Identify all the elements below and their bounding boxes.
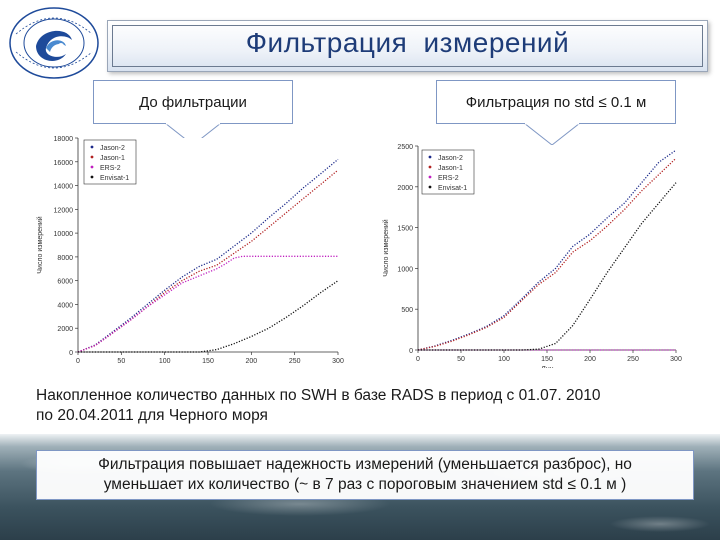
c1-x-tick-label: 150: [541, 356, 553, 363]
title-bar: Фильтрация измерений: [107, 20, 708, 72]
c1-legend-label-jason-1: Jason-1: [438, 165, 463, 172]
callout-after-filtering: Фильтрация по std ≤ 0.1 м: [436, 80, 676, 124]
conclusion-box: Фильтрация повышает надежность измерений…: [36, 450, 694, 500]
callout-after-pointer: [524, 123, 580, 145]
c1-y-tick-label: 500: [401, 307, 413, 314]
callout-before-pointer: [165, 123, 221, 145]
c1-legend-label-jason-2: Jason-2: [438, 155, 463, 162]
c0-legend-marker-ers-2: [90, 165, 94, 169]
chart-after-filtering: 0 500 1000 1500 2000 2500 0 50 100 150 200 250 300 Дн…: [382, 144, 682, 368]
c0-y-tick-label: 10000: [54, 231, 74, 238]
c0-x-tick-label: 250: [289, 358, 301, 365]
slide-title: Фильтрация измерений: [245, 27, 570, 58]
conclusion-line-2: уменьшает их количество (~ в 7 раз с пор…: [103, 476, 627, 493]
callout-before-label: До фильтрации: [139, 94, 247, 111]
c1-x-tick-label: 250: [627, 356, 639, 363]
c1-legend-marker-jason-2: [428, 155, 432, 159]
c0-y-tick-label: 0: [69, 350, 73, 357]
chart-before-filtering: 0200040006000800010000120001400016000180…: [36, 136, 344, 365]
c0-x-tick-label: 200: [245, 358, 257, 365]
c0-y-tick-label: 2000: [57, 326, 73, 333]
c0-y-tick-label: 18000: [54, 136, 74, 143]
c1-x-tick-label: 300: [670, 356, 682, 363]
c0-series-line-ers-2: [77, 255, 338, 353]
c0-y-tick-label: 8000: [57, 255, 73, 262]
c0-series-line-jason-2: [77, 158, 339, 353]
c0-y-tick-label: 6000: [57, 279, 73, 286]
caption-line-1: Накопленное количество данных по SWH в б…: [36, 387, 601, 404]
c1-x-tick-label: 0: [416, 356, 420, 363]
callout-after-label: Фильтрация по std ≤ 0.1 м: [465, 94, 647, 111]
c1-series-line-jason-2: [417, 149, 677, 351]
c0-y-tick-label: 4000: [57, 302, 73, 309]
institute-logo: [9, 7, 99, 79]
caption-line-2: по 20.04.2011 для Черного моря: [36, 407, 268, 424]
c1-x-tick-label: 200: [584, 356, 596, 363]
callout-before-filtering: До фильтрации: [93, 80, 293, 124]
c1-legend-marker-jason-1: [428, 165, 432, 169]
c0-legend-label-ers-2: ERS-2: [100, 165, 121, 172]
c0-y-tick-label: 16000: [54, 160, 74, 167]
c0-x-tick-label: 150: [202, 358, 214, 365]
c0-legend-label-envisat-1: Envisat-1: [100, 175, 129, 182]
c1-y-tick-label: 1000: [397, 266, 413, 273]
c1-x-tick-label: 100: [498, 356, 510, 363]
c1-y-axis-label: Число измерений: [382, 219, 390, 276]
c0-legend-label-jason-2: Jason-2: [100, 145, 125, 152]
c1-y-tick-label: 2000: [397, 185, 413, 192]
c0-legend-marker-jason-1: [90, 155, 94, 159]
c0-x-tick-label: 50: [117, 358, 125, 365]
c0-x-tick-label: 100: [159, 358, 171, 365]
c0-y-tick-label: 12000: [54, 207, 74, 214]
c0-y-axis-label: Число измерений: [36, 216, 44, 273]
c0-x-tick-label: 300: [332, 358, 344, 365]
c0-x-tick-label: 0: [76, 358, 80, 365]
c1-y-tick-label: 1500: [397, 226, 413, 233]
title-bar-inner-frame: [112, 25, 703, 67]
c1-legend-marker-envisat-1: [428, 185, 432, 189]
c0-legend-marker-envisat-1: [90, 175, 94, 179]
c1-y-tick-label: 2500: [397, 144, 413, 151]
c1-y-tick-label: 0: [409, 348, 413, 355]
c0-legend-label-jason-1: Jason-1: [100, 155, 125, 162]
c1-legend-label-ers-2: ERS-2: [438, 175, 459, 182]
c0-legend-marker-jason-2: [90, 145, 94, 149]
c1-x-axis-label: Дни: [540, 366, 554, 368]
chart-caption: Накопленное количество данных по SWH в б…: [36, 386, 696, 426]
c0-y-tick-label: 14000: [54, 184, 74, 191]
conclusion-line-1: Фильтрация повышает надежность измерений…: [98, 456, 632, 473]
c1-x-tick-label: 50: [457, 356, 465, 363]
c1-legend-marker-ers-2: [428, 175, 432, 179]
c1-legend-label-envisat-1: Envisat-1: [438, 185, 467, 192]
